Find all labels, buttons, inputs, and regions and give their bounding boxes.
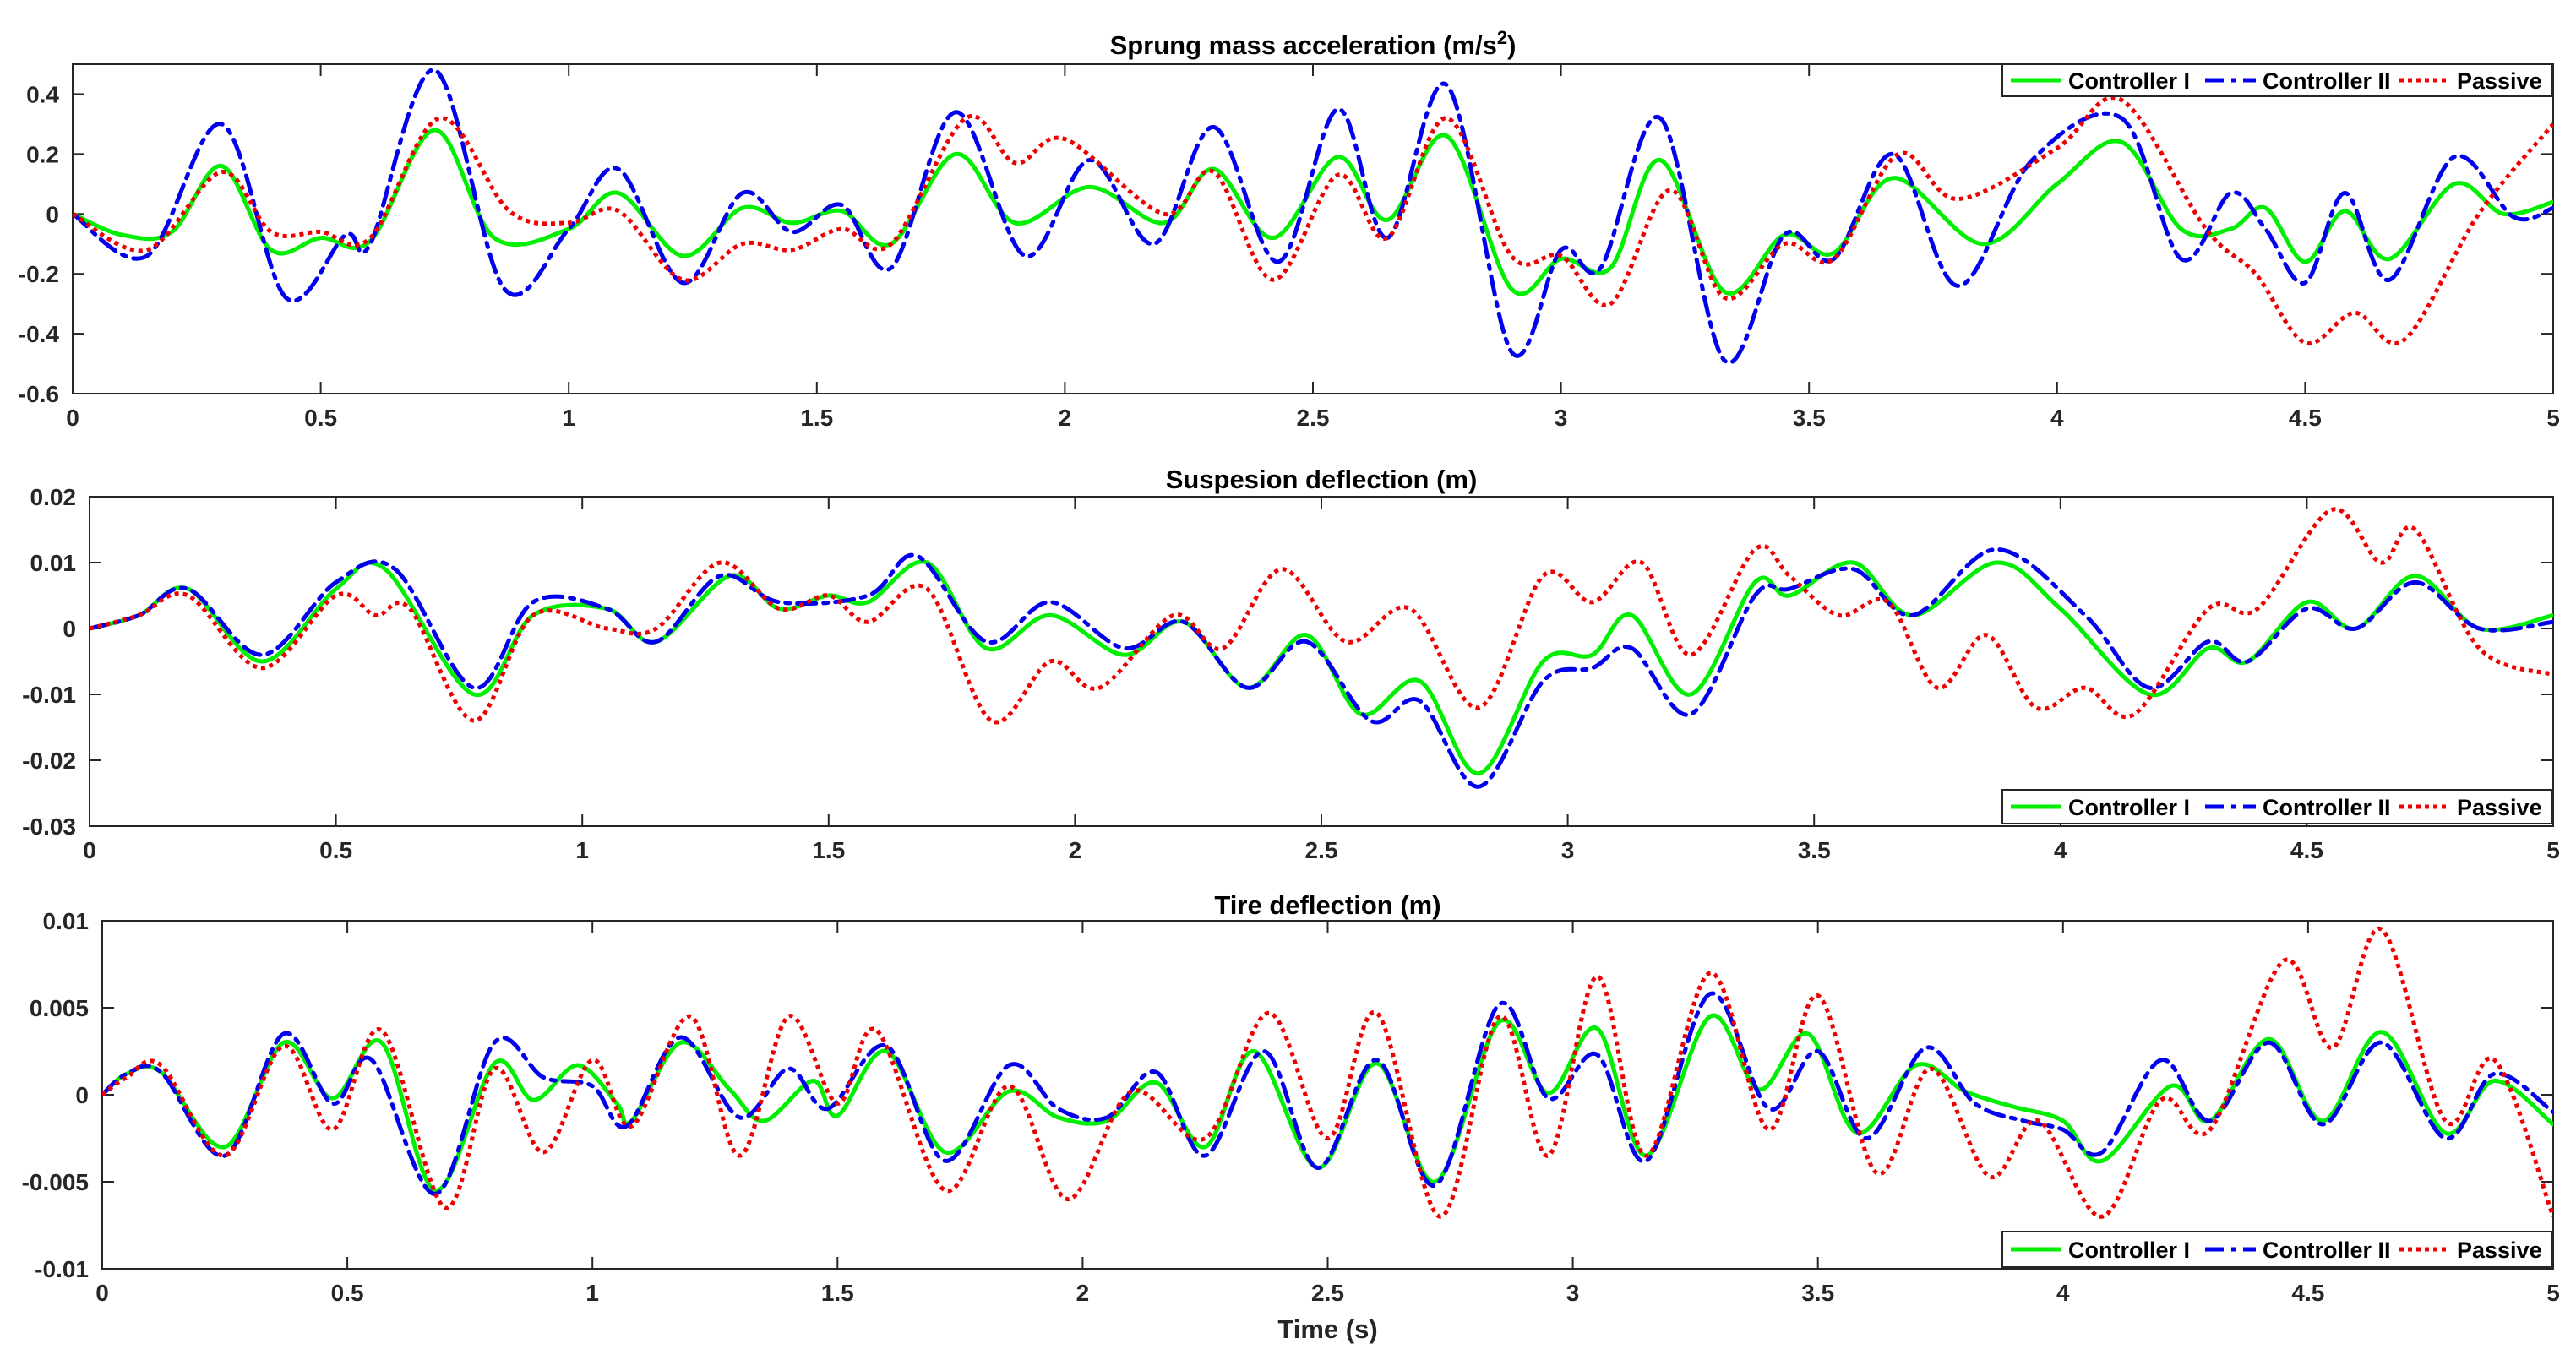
- x-tick-label: 2.5: [1297, 405, 1330, 431]
- legend-box: [2001, 63, 2552, 97]
- legend-label: Controller I: [2068, 795, 2190, 820]
- x-tick-label: 4.5: [2291, 1280, 2324, 1306]
- series-line-controller-i: [102, 1013, 2553, 1193]
- x-tick-label: 2.5: [1305, 837, 1338, 863]
- x-tick-label: 4.5: [2289, 405, 2322, 431]
- x-tick-label: 3.5: [1793, 405, 1826, 431]
- x-tick-label: 2.5: [1311, 1280, 1344, 1306]
- legend-label: Controller I: [2068, 68, 2190, 94]
- legend: Controller I Controller II Passive: [2001, 1231, 2552, 1268]
- x-tick-label: 0: [83, 837, 96, 863]
- x-tick-label: 3: [1566, 1280, 1580, 1306]
- series-line-controller-ii: [102, 991, 2553, 1196]
- legend-label: Passive: [2457, 795, 2542, 820]
- legend-label: Controller II: [2263, 68, 2391, 94]
- legend-label: Passive: [2457, 1238, 2542, 1263]
- x-tick-label: 1.5: [812, 837, 845, 863]
- series-line-passive: [73, 95, 2553, 346]
- x-tick-label: 5: [2546, 1280, 2560, 1306]
- chart-title-superscript: 2: [1497, 27, 1507, 48]
- legend-box: [2001, 1231, 2552, 1268]
- series-line-controller-ii: [90, 547, 2553, 789]
- x-tick-label: 1: [575, 837, 589, 863]
- legend-label: Controller II: [2263, 795, 2391, 820]
- y-tick-label: 0: [63, 616, 76, 642]
- series-group: [73, 68, 2553, 365]
- chart-title: Sprung mass acceleration (m/s2): [1110, 27, 1517, 61]
- y-tick-label: -0.03: [22, 813, 76, 840]
- x-tick-label: 1.5: [821, 1280, 854, 1306]
- y-tick-label: 0.01: [30, 550, 77, 576]
- chart-panel-1: 0 0.5 1 1.5 2 2.5 3 3.5 4 4.5 5 -0.6 -0.4 -0.2 0 0.2 0.4…: [19, 27, 2560, 432]
- x-tick-label: 4: [2050, 405, 2064, 431]
- chart-title-suffix: ): [1507, 30, 1516, 60]
- x-tick-label: 3.5: [1798, 837, 1831, 863]
- legend-label: Passive: [2457, 68, 2542, 94]
- y-tick-label: 0: [75, 1082, 89, 1108]
- y-tick-label: -0.2: [19, 261, 59, 287]
- y-tick-label: 0.005: [30, 995, 89, 1021]
- x-tick-label: 2: [1076, 1280, 1090, 1306]
- x-tick-label: 0.5: [304, 405, 337, 431]
- y-tick-label: 0.4: [26, 81, 59, 107]
- legend-label: Controller I: [2068, 1238, 2190, 1263]
- x-tick-label: 3.5: [1801, 1280, 1834, 1306]
- y-tick-label: 0.2: [26, 141, 59, 167]
- y-tick-label: 0: [46, 201, 59, 227]
- x-tick-label: 3: [1561, 837, 1575, 863]
- legend: Controller I Controller II Passive: [2001, 63, 2552, 97]
- x-tick-label: 3: [1555, 405, 1568, 431]
- x-tick-label: 2: [1059, 405, 1072, 431]
- y-tick-label: -0.6: [19, 381, 59, 407]
- series-line-controller-i: [73, 128, 2553, 296]
- legend-label: Controller II: [2263, 1238, 2391, 1263]
- legend: Controller I Controller II Passive: [2001, 789, 2552, 824]
- x-tick-label: 5: [2546, 837, 2560, 863]
- y-tick-label: -0.005: [22, 1169, 89, 1195]
- series-line-passive: [102, 926, 2553, 1219]
- x-tick-label: 4: [2056, 1280, 2070, 1306]
- y-tick-label: -0.02: [22, 748, 76, 774]
- x-tick-label: 0: [95, 1280, 109, 1306]
- series-line-controller-ii: [73, 68, 2553, 365]
- legend-box: [2001, 789, 2552, 824]
- x-tick-label: 1: [585, 1280, 599, 1306]
- x-tick-label: 0: [66, 405, 79, 431]
- x-tick-label: 4.5: [2290, 837, 2323, 863]
- y-tick-label: -0.4: [19, 321, 60, 347]
- y-tick-label: -0.01: [35, 1256, 89, 1282]
- x-tick-label: 1: [562, 405, 575, 431]
- chart-title: Suspesion deflection (m): [1166, 465, 1478, 494]
- chart-panel-2: 0 0.5 1 1.5 2 2.5 3 3.5 4 4.5 5 -0.03 -0.02 -0.01 0 0.0…: [22, 465, 2560, 863]
- plot-area: [89, 496, 2554, 827]
- chart-panel-3: 0 0.5 1 1.5 2 2.5 3 3.5 4 4.5 5 -0.01 -0.005 0 0.005 0.…: [22, 890, 2560, 1344]
- series-group: [90, 507, 2553, 789]
- x-axis-label: Time (s): [1277, 1314, 1377, 1344]
- x-tick-label: 0.5: [319, 837, 352, 863]
- y-tick-label: 0.01: [43, 908, 90, 934]
- series-line-passive: [90, 507, 2553, 725]
- series-group: [102, 926, 2553, 1219]
- y-tick-label: 0.02: [30, 484, 77, 510]
- x-tick-label: 4: [2054, 837, 2067, 863]
- x-tick-label: 5: [2546, 405, 2560, 431]
- y-tick-label: -0.01: [22, 682, 76, 708]
- x-tick-label: 0.5: [331, 1280, 364, 1306]
- x-tick-label: 1.5: [800, 405, 833, 431]
- x-tick-label: 2: [1069, 837, 1082, 863]
- chart-title: Tire deflection (m): [1214, 890, 1440, 920]
